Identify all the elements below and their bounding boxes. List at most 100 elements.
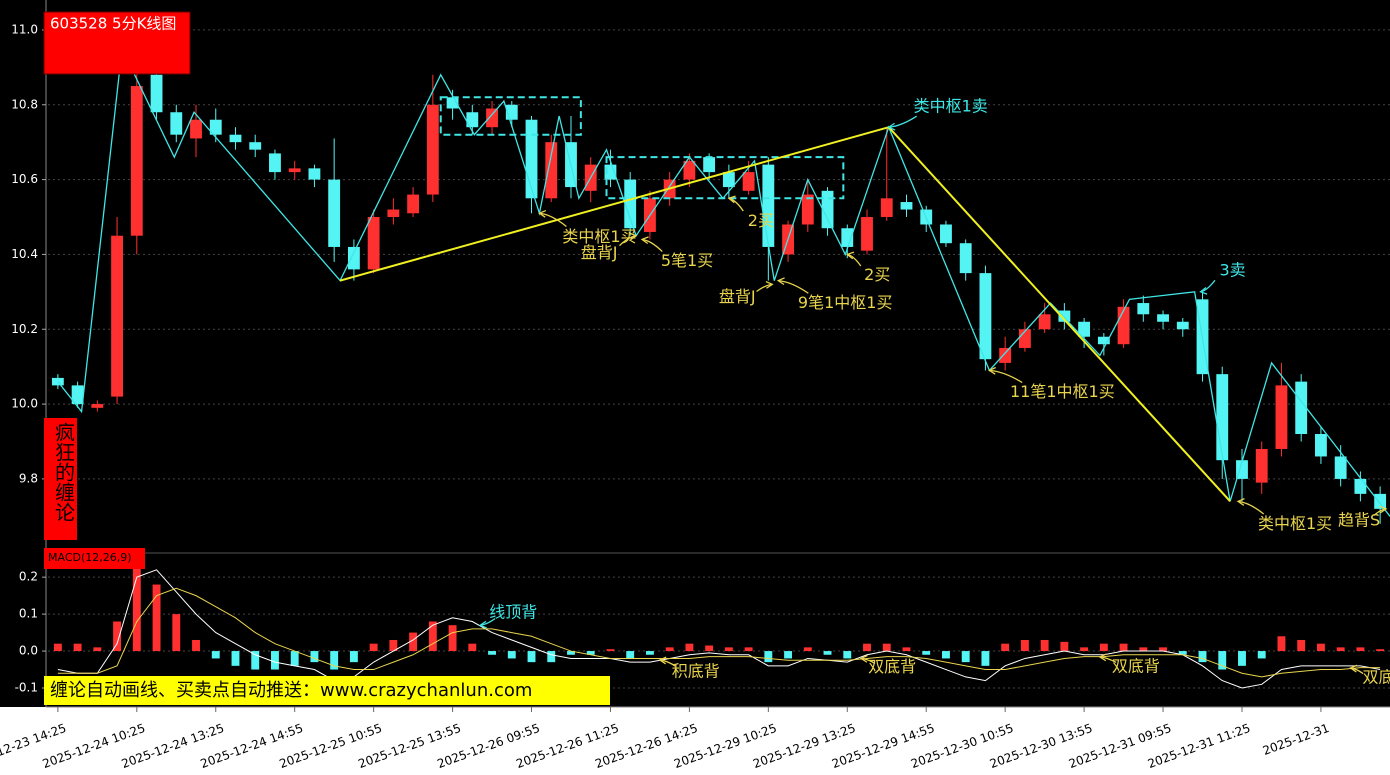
macd-bar (1376, 649, 1385, 652)
candle-body (71, 385, 84, 405)
macd-bar (1297, 639, 1306, 652)
macd-bar (724, 647, 733, 652)
macd-bar (902, 647, 911, 652)
macd-bar (1001, 643, 1010, 652)
annotation-arrowhead (538, 209, 547, 218)
macd-bar (823, 651, 832, 655)
annotation-arrowhead (1236, 498, 1245, 506)
candle-body (880, 198, 893, 218)
candle-body (1236, 460, 1248, 479)
y-tick-label: -0.1 (15, 681, 38, 695)
macd-bar (843, 651, 852, 659)
annotation-arrowhead (727, 195, 736, 204)
candle-body (170, 112, 183, 135)
annotation-arrow (539, 212, 567, 227)
pivot-box (439, 96, 582, 136)
annotation-arrowhead (776, 277, 785, 286)
macd-bar (922, 651, 931, 655)
candle-body (347, 246, 360, 270)
candle-body (51, 377, 64, 386)
stroke-line (57, 46, 1390, 517)
macd-bar (192, 639, 200, 652)
candle-body (387, 209, 400, 218)
candle-body (1038, 314, 1051, 330)
annotation: 双底背 (868, 657, 916, 676)
macd-bar (231, 651, 240, 666)
annotation-arrowhead (478, 620, 487, 629)
y-tick-label: 10.4 (11, 247, 38, 261)
chart-title: 603528 5分K线图 (50, 15, 176, 33)
candle-body (1176, 321, 1189, 330)
annotation: 类中枢1买 (1258, 514, 1332, 533)
candle-body (1018, 329, 1031, 348)
candle-body (249, 142, 262, 150)
annotation: 2买 (864, 265, 890, 284)
annotation: 积底背 (672, 661, 720, 680)
candle-body (821, 190, 834, 229)
candle-body (940, 224, 952, 244)
candle-body (1117, 306, 1130, 345)
candle-body (111, 235, 123, 397)
macd-bar (1198, 651, 1207, 663)
annotation: 双底 (1363, 668, 1390, 687)
annotation-arrow (778, 279, 809, 294)
macd-bar (665, 647, 674, 652)
annotation: 盘背J (581, 243, 618, 262)
candle-body (545, 142, 558, 199)
candle-body (209, 119, 222, 135)
candle-body (1374, 493, 1387, 509)
macd-bar (961, 651, 970, 663)
annotation-arrowhead (1199, 287, 1208, 295)
x-axis-area (0, 707, 1390, 775)
candle-body (742, 172, 755, 191)
annotation: 9笔1中枢1买 (798, 293, 893, 312)
macd-bar (645, 651, 654, 655)
annotation: 线顶背 (489, 603, 537, 622)
macd-bar (942, 651, 950, 659)
annotation: 双底背 (1112, 656, 1160, 675)
macd-bar (507, 651, 516, 659)
annotation-arrowhead (640, 236, 649, 245)
candle-body (486, 108, 498, 128)
annotation-arrow (641, 238, 663, 253)
macd-bar (468, 643, 477, 652)
annotation-arrow (989, 369, 1023, 384)
y-tick-label: 10.8 (11, 97, 38, 111)
macd-bar (1020, 639, 1029, 652)
candle-body (229, 134, 242, 143)
candle-body (328, 179, 341, 247)
macd-bar (73, 643, 82, 652)
y-tick-label: 11.0 (11, 22, 38, 36)
candle-body (1078, 321, 1091, 337)
macd-bar (567, 651, 575, 655)
macd-bar (1218, 651, 1227, 670)
side-label: 疯狂的缠论 (52, 422, 76, 522)
macd-bar (1119, 643, 1128, 652)
candle-body (1058, 310, 1071, 322)
macd-bar (764, 651, 773, 663)
candle-body (1315, 434, 1327, 457)
macd-bar (1080, 647, 1089, 652)
annotation: 类中枢1买 (562, 227, 636, 246)
macd-bar (1178, 651, 1187, 655)
annotation-arrowhead (765, 280, 774, 289)
candle-body (683, 160, 696, 180)
macd-bar (93, 647, 102, 652)
macd-bar (1316, 643, 1325, 652)
macd-title-box (44, 548, 145, 569)
candle-body (1334, 456, 1347, 479)
macd-bar (1159, 647, 1167, 652)
macd-bar (330, 651, 339, 670)
candle-body (979, 273, 992, 360)
macd-bar (369, 643, 378, 652)
candle-body (446, 97, 459, 109)
annotation-arrowhead (845, 251, 855, 260)
macd-bar (132, 566, 141, 652)
title-box (43, 11, 191, 75)
candle-body (269, 153, 281, 173)
candle-body (288, 168, 301, 173)
macd-bar (803, 647, 812, 652)
macd-bar (113, 621, 122, 652)
